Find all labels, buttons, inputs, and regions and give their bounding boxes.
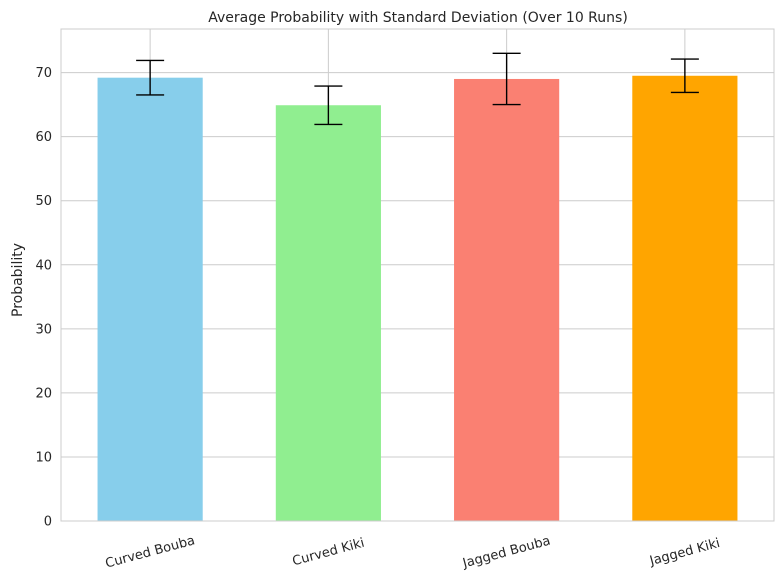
plot-frame: [60, 28, 775, 522]
y-tick-label: 10: [35, 450, 52, 465]
y-axis-label: Probability: [10, 243, 26, 317]
x-tick-label: Jagged Kiki: [647, 536, 721, 569]
y-tick-label: 30: [35, 322, 52, 337]
y-tick-label: 40: [35, 258, 52, 273]
y-tick-labels: 0 10 20 30 40 50 60 70: [35, 66, 52, 529]
bar: [275, 105, 381, 521]
y-tick-label: 50: [35, 194, 52, 209]
y-tick-label: 20: [35, 386, 52, 401]
y-tick-label: 60: [35, 130, 52, 145]
chart-title: Average Probability with Standard Deviat…: [208, 10, 628, 26]
x-tick-label: Curved Kiki: [291, 536, 366, 570]
x-tick-label: Curved Bouba: [104, 533, 197, 571]
x-tick-label: Jagged Bouba: [460, 534, 552, 572]
x-tick-labels: Curved Bouba Curved Kiki Jagged Bouba Jagge…: [104, 533, 722, 571]
bar: [632, 75, 738, 521]
y-tick-label: 0: [44, 515, 52, 530]
y-tick-label: 70: [35, 66, 52, 81]
bars: [97, 75, 738, 521]
error-bars: [136, 52, 699, 126]
bar: [454, 78, 560, 521]
bar: [97, 77, 203, 521]
